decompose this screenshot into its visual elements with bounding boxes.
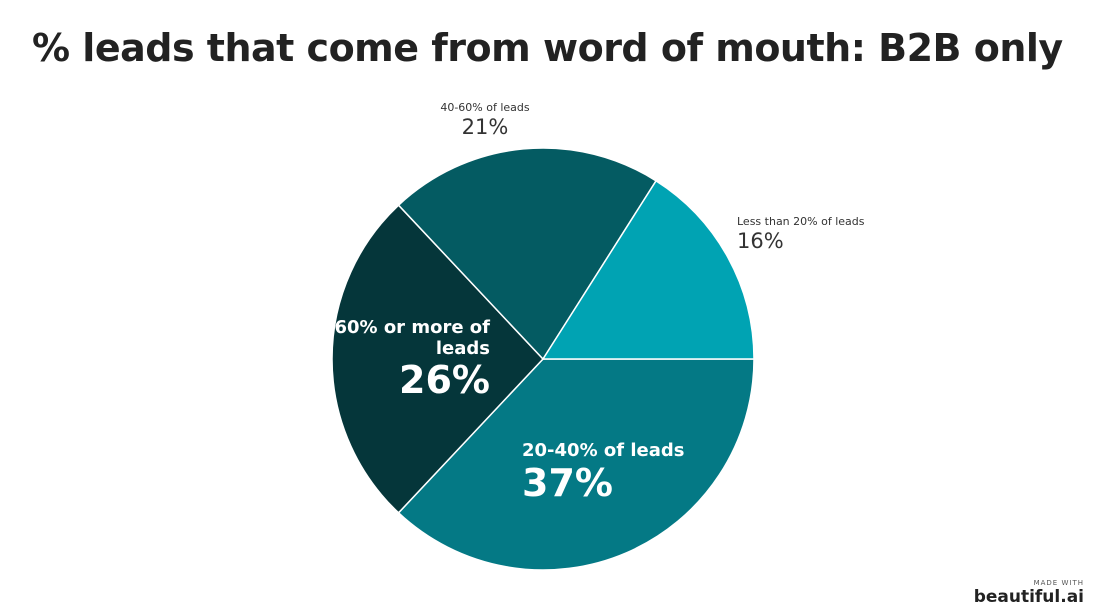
category-label: 20-40% of leads	[522, 440, 685, 461]
made-with: MADE WITH	[1033, 579, 1084, 587]
slice-label: 60% or more of leads 26%	[330, 317, 490, 403]
pie-slice	[541, 179, 755, 360]
value-label: 21%	[461, 114, 509, 139]
brand-name: beautiful.ai	[973, 587, 1084, 607]
value-label: 37%	[522, 460, 613, 505]
slice-label: Less than 20% of leads 16%	[737, 215, 897, 253]
category-label: Less than 20% of leads	[737, 215, 865, 228]
pie-slice	[331, 204, 545, 514]
pie-slice	[397, 358, 755, 571]
chart-title: % leads that come from word of mouth: B2…	[32, 26, 1063, 70]
slice-label: 20-40% of leads 37%	[522, 440, 722, 505]
slice-label: 40-60% of leads 21%	[415, 101, 555, 139]
category-label: 40-60% of leads	[440, 101, 530, 114]
value-label: 16%	[737, 228, 784, 253]
value-label: 26%	[399, 358, 490, 403]
pie-slice	[397, 147, 658, 361]
branding: MADE WITH beautiful.ai	[974, 579, 1084, 607]
category-label: 60% or more of leads	[334, 317, 490, 359]
